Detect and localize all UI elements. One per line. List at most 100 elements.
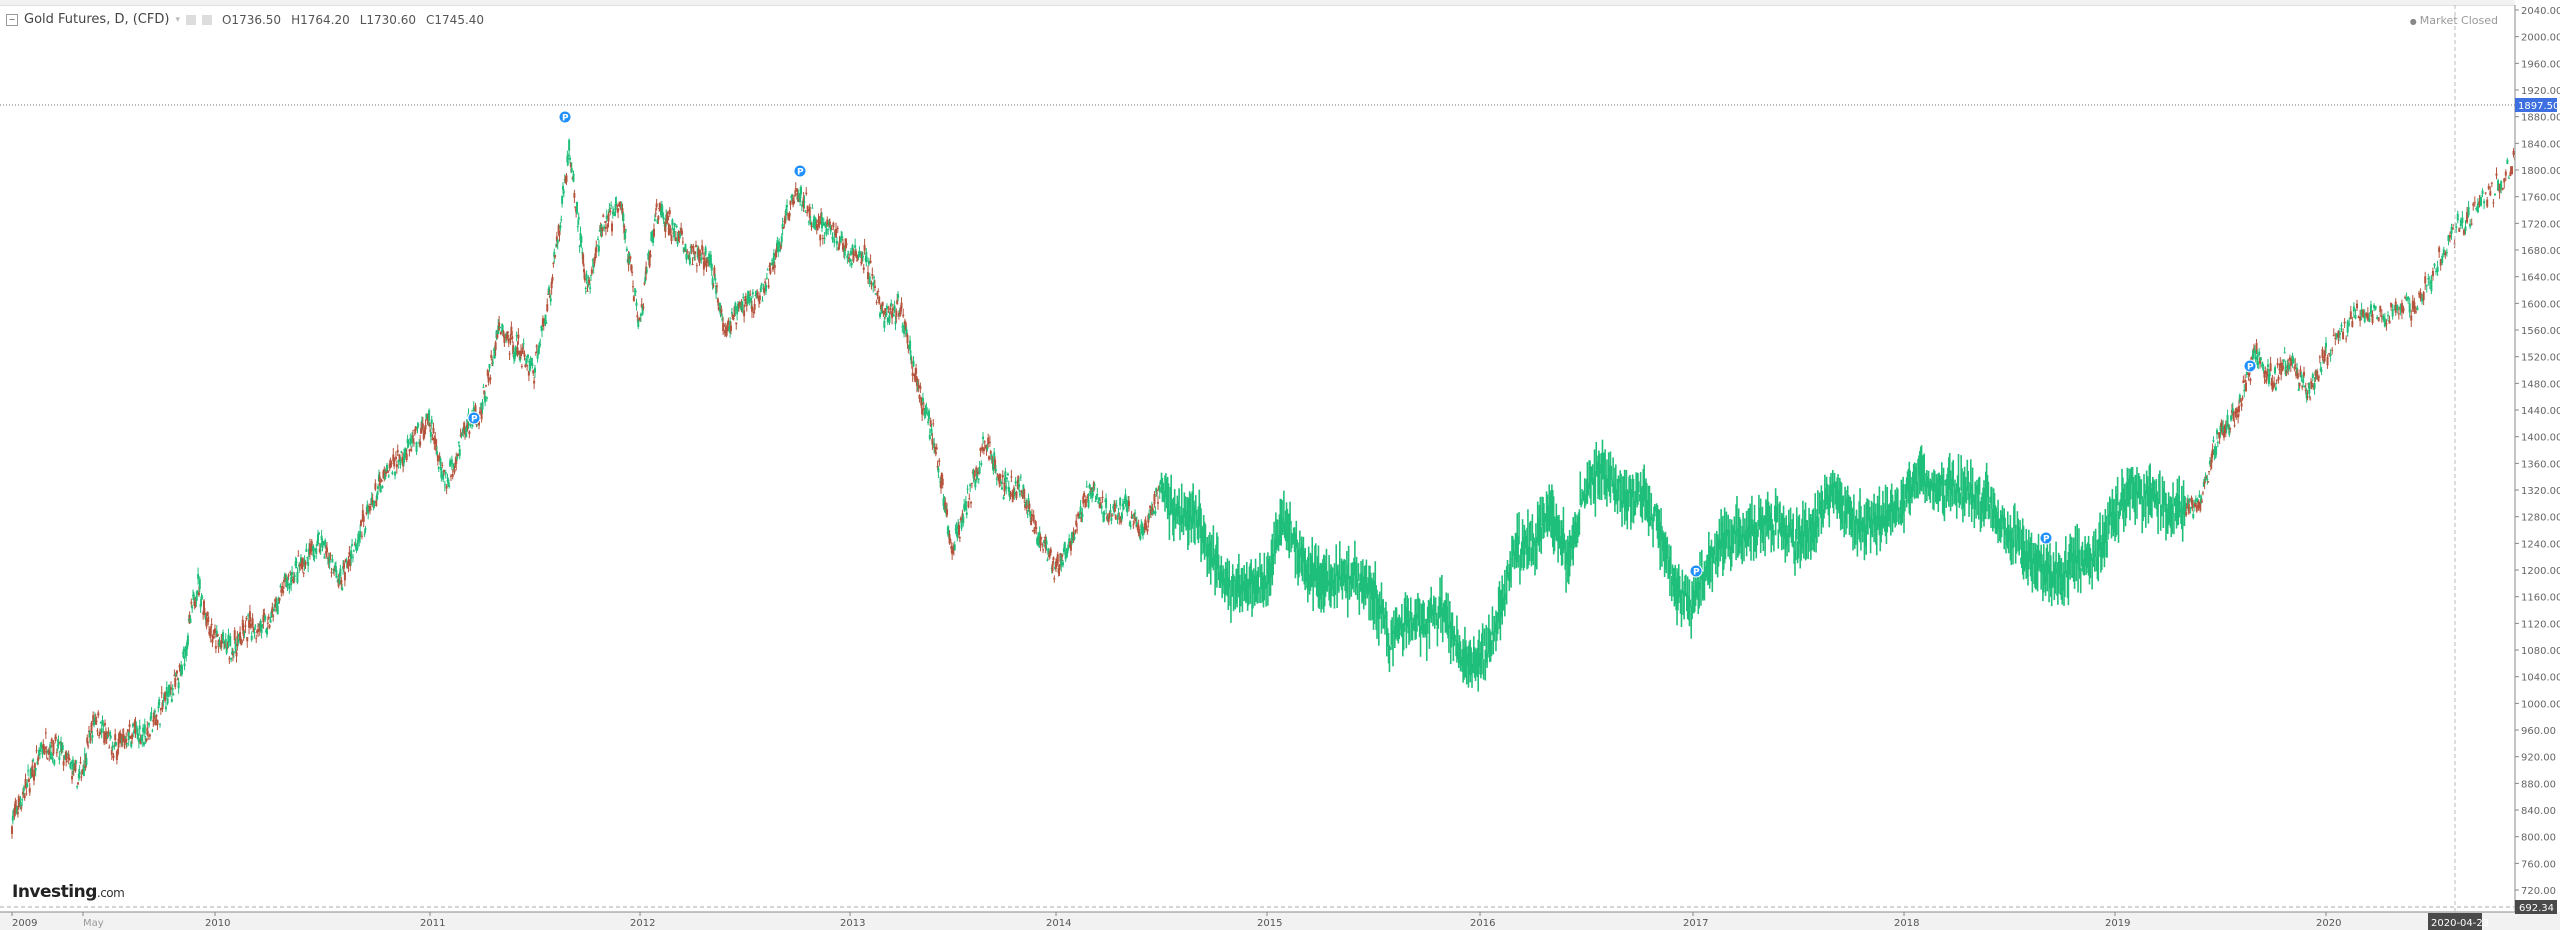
candle-body bbox=[32, 759, 35, 762]
candle-body bbox=[333, 569, 336, 571]
candle-body bbox=[214, 646, 217, 649]
candle-body bbox=[821, 217, 823, 229]
candle-body bbox=[921, 397, 924, 402]
symbol-title[interactable]: Gold Futures, D, (CFD) bbox=[24, 12, 170, 27]
candle-body bbox=[1100, 506, 1103, 509]
candle-body bbox=[891, 311, 894, 318]
candle-body bbox=[1019, 476, 1022, 478]
candle-body bbox=[988, 456, 991, 460]
candle-body bbox=[2436, 266, 2439, 273]
candle-body bbox=[319, 549, 322, 551]
candle-body bbox=[67, 754, 70, 760]
candle-body bbox=[735, 322, 738, 325]
candle-body bbox=[970, 502, 973, 504]
candle-body bbox=[2207, 481, 2210, 483]
candle-body bbox=[377, 486, 380, 489]
candle-body bbox=[330, 572, 333, 574]
candle-body bbox=[231, 653, 234, 656]
candle-body bbox=[170, 698, 173, 702]
candle-body bbox=[1148, 514, 1151, 519]
candle-body bbox=[2240, 403, 2243, 407]
candle-body bbox=[1127, 500, 1130, 507]
event-marker-label: P bbox=[562, 114, 569, 124]
candle-body bbox=[873, 276, 876, 278]
candle-body bbox=[168, 684, 171, 689]
candle-body bbox=[2495, 173, 2498, 176]
candle-body bbox=[1067, 544, 1070, 549]
candle-body bbox=[2497, 180, 2500, 191]
candle-body bbox=[553, 252, 556, 257]
candle-body bbox=[2218, 434, 2221, 439]
candle-body bbox=[805, 192, 808, 195]
candle-body bbox=[137, 737, 140, 743]
candle-body bbox=[604, 221, 606, 223]
candle-body bbox=[481, 401, 484, 410]
candle-body bbox=[1108, 512, 1111, 518]
candle-body bbox=[19, 802, 22, 806]
candle-body bbox=[598, 229, 601, 232]
candle-body bbox=[1131, 514, 1134, 516]
candle-body bbox=[987, 437, 990, 445]
candle-body bbox=[338, 577, 341, 585]
candle-body bbox=[2242, 380, 2245, 384]
candle-body bbox=[292, 577, 295, 583]
candle-body bbox=[268, 625, 271, 628]
candle-body bbox=[1072, 532, 1075, 541]
candle-body bbox=[33, 763, 36, 769]
candle-body bbox=[884, 308, 887, 316]
candle-body bbox=[763, 288, 766, 294]
candle-body bbox=[409, 438, 412, 445]
candle-body bbox=[228, 658, 231, 660]
candle-body bbox=[894, 321, 897, 325]
investing-logo: Investing.com bbox=[12, 882, 125, 902]
candle-body bbox=[582, 253, 585, 264]
candle-body bbox=[174, 678, 177, 687]
candle-body bbox=[1075, 520, 1078, 526]
settings-icon[interactable] bbox=[201, 14, 212, 25]
visibility-icon[interactable] bbox=[185, 14, 196, 25]
candle-body bbox=[2273, 382, 2276, 387]
candle-body bbox=[2253, 349, 2256, 353]
candle-body bbox=[2254, 356, 2257, 360]
candle-body bbox=[624, 232, 627, 239]
candle-body bbox=[131, 724, 134, 727]
candle-body bbox=[315, 548, 318, 554]
candle-body bbox=[420, 427, 423, 434]
candle-body bbox=[2233, 425, 2236, 427]
candle-body bbox=[385, 471, 388, 474]
candle-body bbox=[1101, 496, 1104, 498]
candle-body bbox=[270, 611, 273, 618]
candle-body bbox=[1102, 512, 1105, 523]
candle-body bbox=[378, 476, 381, 487]
candle-body bbox=[2441, 255, 2444, 263]
candle-body bbox=[883, 320, 886, 328]
candle-body bbox=[2490, 182, 2493, 184]
candle-body bbox=[2340, 324, 2343, 327]
y-tick-label: 1600.00 bbox=[2521, 299, 2560, 310]
candle-body bbox=[2201, 492, 2204, 494]
candle-body bbox=[343, 572, 346, 581]
candle-body bbox=[681, 230, 683, 235]
candle-body bbox=[1115, 505, 1118, 507]
candle-body bbox=[465, 424, 468, 432]
candle-body bbox=[871, 274, 874, 277]
candle-body bbox=[122, 734, 125, 741]
candle-body bbox=[192, 594, 195, 600]
collapse-icon[interactable]: − bbox=[6, 13, 18, 26]
candle-body bbox=[694, 251, 697, 254]
candle-body bbox=[839, 241, 842, 243]
candle-body bbox=[393, 458, 396, 467]
candle-body bbox=[955, 526, 958, 533]
candle-body bbox=[161, 702, 164, 709]
candle-body bbox=[368, 506, 371, 509]
candle-body bbox=[857, 254, 860, 258]
candle-body bbox=[181, 665, 184, 675]
event-marker bbox=[793, 164, 807, 178]
candle-body bbox=[2324, 350, 2327, 357]
dropdown-icon[interactable]: ▾ bbox=[175, 14, 180, 25]
candle-body bbox=[2199, 501, 2202, 511]
candle-body bbox=[602, 215, 605, 217]
candle-body bbox=[1020, 490, 1023, 493]
candle-body bbox=[748, 296, 751, 302]
